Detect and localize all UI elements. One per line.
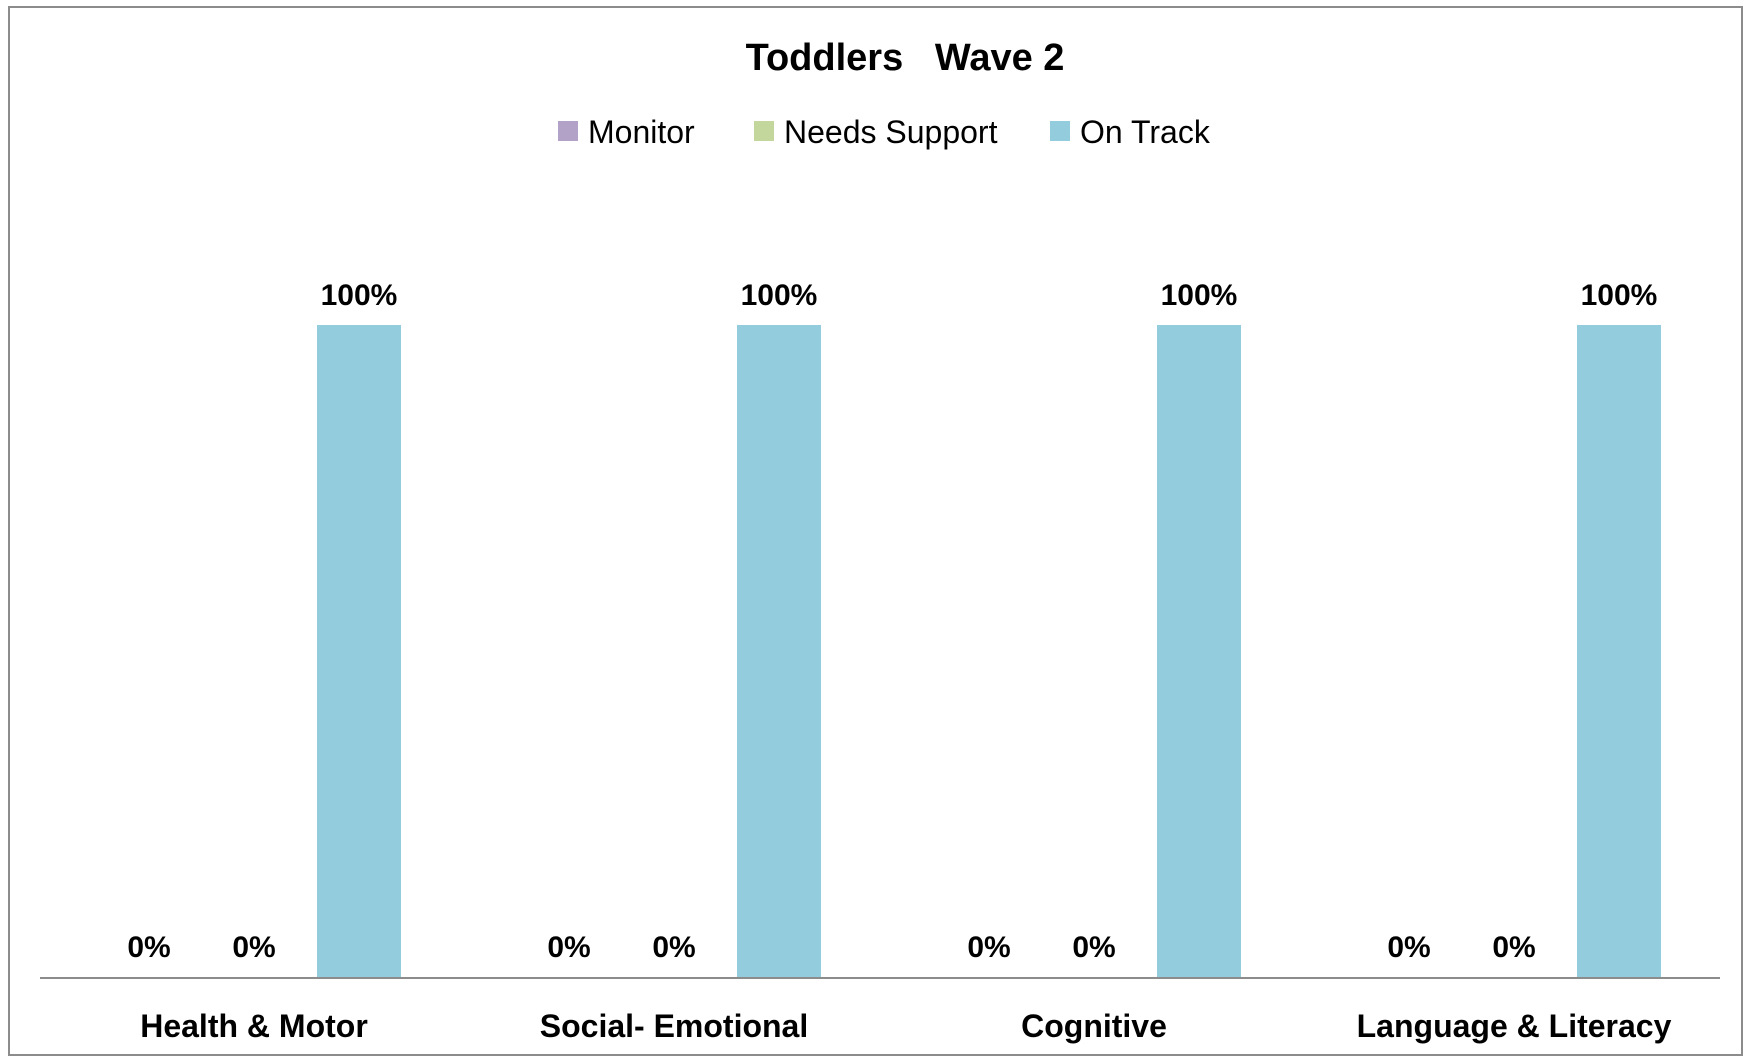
category-label-social-emotional: Social- Emotional xyxy=(540,1008,808,1044)
chart-legend: Monitor Needs Support On Track xyxy=(558,114,1211,150)
data-label-on-track-language-literacy: 100% xyxy=(1581,279,1658,312)
data-label-on-track-health-motor: 100% xyxy=(321,279,398,312)
legend-swatch-on-track xyxy=(1050,121,1070,141)
data-label-needs-support-health-motor: 0% xyxy=(232,931,275,964)
data-label-needs-support-cognitive: 0% xyxy=(1072,931,1115,964)
category-label-group: Health & Motor Social- Emotional Cognitive… xyxy=(140,1008,1671,1044)
legend-swatch-needs-support xyxy=(754,121,774,141)
data-label-monitor-health-motor: 0% xyxy=(127,931,170,964)
data-label-group: 0% 0% 100% 0% 0% 100% 0% 0% 100% 0% 0% 100% xyxy=(127,279,1657,964)
bar-on-track-language-literacy xyxy=(1577,325,1661,977)
legend-swatch-monitor xyxy=(558,121,578,141)
data-label-on-track-social-emotional: 100% xyxy=(741,279,818,312)
data-label-monitor-cognitive: 0% xyxy=(967,931,1010,964)
data-label-monitor-language-literacy: 0% xyxy=(1387,931,1430,964)
bar-group xyxy=(317,325,1661,977)
category-label-language-literacy: Language & Literacy xyxy=(1357,1008,1672,1044)
data-label-monitor-social-emotional: 0% xyxy=(547,931,590,964)
bar-on-track-social-emotional xyxy=(737,325,821,977)
chart-title: Toddlers Wave 2 xyxy=(746,37,1065,79)
data-label-on-track-cognitive: 100% xyxy=(1161,279,1238,312)
data-label-needs-support-social-emotional: 0% xyxy=(652,931,695,964)
data-label-needs-support-language-literacy: 0% xyxy=(1492,931,1535,964)
chart-frame xyxy=(8,6,1743,1056)
category-label-cognitive: Cognitive xyxy=(1021,1008,1167,1044)
bar-on-track-cognitive xyxy=(1157,325,1241,977)
legend-label-monitor: Monitor xyxy=(588,114,695,150)
legend-label-on-track: On Track xyxy=(1080,114,1211,150)
category-label-health-motor: Health & Motor xyxy=(140,1008,368,1044)
bar-on-track-health-motor xyxy=(317,325,401,977)
legend-label-needs-support: Needs Support xyxy=(784,114,998,150)
